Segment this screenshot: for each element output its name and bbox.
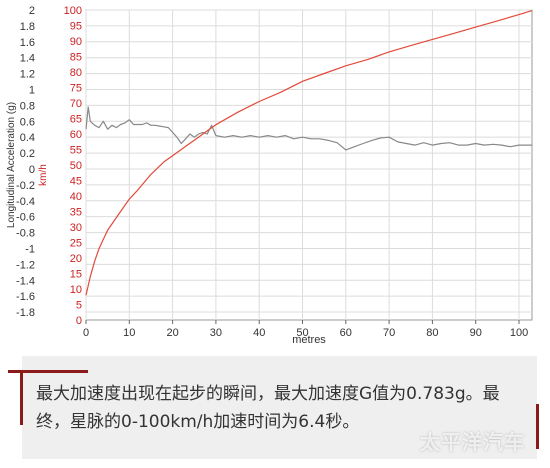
x-tick-label: 20 [166,327,178,339]
right-axis-label: km/h [38,164,49,186]
right-tick-label: 20 [70,253,82,265]
left-tick-label: 0 [29,164,35,176]
right-tick-label: 25 [70,238,82,250]
right-axis-ticks: 1009590858075706560555045403530252015105… [64,5,82,327]
right-tick-label: 55 [70,145,82,157]
right-tick-label: 75 [70,83,82,95]
x-tick-label: 70 [383,327,395,339]
left-tick-label: -0.8 [16,228,35,240]
x-tick-label: 100 [510,327,528,339]
right-tick-label: 90 [70,36,82,48]
x-tick-label: 80 [426,327,438,339]
grid-lines [85,9,532,320]
left-tick-label: 1.6 [20,37,35,49]
left-tick-label: -1.4 [16,275,35,287]
right-tick-label: 5 [76,300,82,312]
acceleration-chart: 2 1.8 1.6 1.4 1.2 1 0.8 0.6 0.4 0.2 0 -0.2 -0.4 -0.6 -… [6,5,533,346]
right-tick-label: 10 [70,284,82,296]
right-tick-label: 40 [70,191,82,203]
left-tick-label: -0.4 [16,196,35,208]
plot-area [85,9,533,321]
x-tick-label: 60 [340,327,352,339]
left-tick-label: 0.6 [20,116,35,128]
series-layer [85,10,533,296]
left-tick-label: 2 [29,5,35,17]
corner-decoration-top-left-vertical [20,370,23,425]
acceleration-series-line [85,106,532,151]
x-tick-label: 0 [83,327,89,339]
right-tick-label: 0 [76,315,82,327]
right-tick-label: 30 [70,222,82,234]
left-tick-label: 1.4 [20,53,35,65]
right-tick-label: 50 [70,160,82,172]
left-axis-label: Longitudinal Acceleration (g) [6,102,17,228]
corner-decoration-top-left [8,370,88,373]
left-tick-label: 1 [29,84,35,96]
speed-series-line [85,10,533,296]
caption-box: 最大加速度出现在起步的瞬间，最大加速度G值为0.783g。最终，星脉的0-100… [8,356,539,459]
left-tick-label: -1.2 [16,259,35,271]
right-tick-label: 35 [70,207,82,219]
left-axis-ticks: 2 1.8 1.6 1.4 1.2 1 0.8 0.6 0.4 0.2 0 -0.2 -0.4 -0.6 -… [16,5,35,319]
right-tick-label: 15 [70,269,82,281]
right-tick-label: 80 [70,67,82,79]
left-tick-label: 1.8 [20,21,35,33]
left-tick-label: 0.4 [20,132,35,144]
left-tick-label: -1 [25,243,35,255]
x-tick-label: 90 [470,327,482,339]
left-tick-label: -0.2 [16,180,35,192]
right-tick-label: 65 [70,114,82,126]
x-axis-label: metres [292,334,326,346]
x-axis-ticks: 0 10 20 30 40 50 60 70 80 90 100 [83,320,528,339]
corner-decoration-bottom-right [536,404,539,449]
right-tick-label: 100 [64,5,82,17]
right-tick-label: 85 [70,52,82,64]
left-tick-label: 1.2 [20,69,35,81]
left-tick-label: -1.6 [16,291,35,303]
x-tick-label: 10 [123,327,135,339]
right-tick-label: 60 [70,129,82,141]
left-tick-label: -0.6 [16,212,35,224]
watermark-logo: 太平洋汽车 [420,430,525,454]
x-tick-label: 30 [210,327,222,339]
left-tick-label: 0.2 [20,148,35,160]
x-tick-label: 50 [296,327,308,339]
x-tick-label: 40 [253,327,265,339]
right-tick-label: 45 [70,176,82,188]
right-tick-label: 70 [70,98,82,110]
left-tick-label: 0.8 [20,100,35,112]
right-tick-label: 95 [70,21,82,33]
left-tick-label: -1.8 [16,307,35,319]
caption-text: 最大加速度出现在起步的瞬间，最大加速度G值为0.783g。最终，星脉的0-100… [36,384,500,432]
